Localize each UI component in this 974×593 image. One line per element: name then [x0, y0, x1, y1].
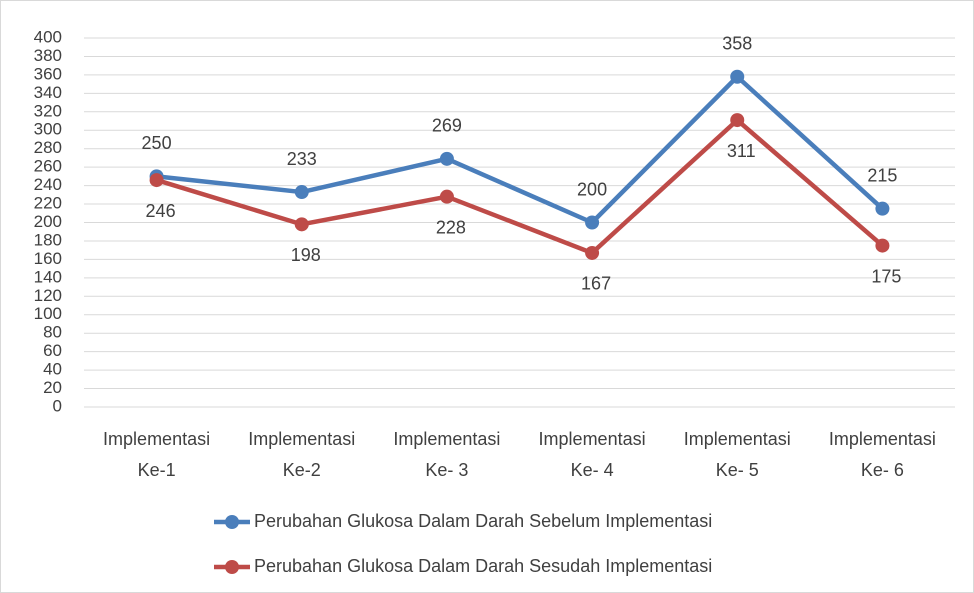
y-tick-label: 100	[34, 304, 62, 323]
data-label: 269	[432, 116, 462, 136]
y-tick-label: 80	[43, 323, 62, 342]
y-tick-label: 280	[34, 138, 62, 157]
data-label: 358	[722, 33, 752, 53]
data-point	[585, 216, 599, 230]
data-label: 311	[727, 141, 756, 161]
data-point	[730, 70, 744, 84]
data-point	[150, 173, 164, 187]
y-tick-label: 180	[34, 230, 62, 249]
data-label: 215	[867, 165, 897, 185]
y-tick-label: 20	[43, 378, 62, 397]
y-tick-label: 60	[43, 341, 62, 360]
data-label: 167	[581, 274, 611, 294]
data-point	[585, 246, 599, 260]
y-tick-label: 340	[34, 83, 62, 102]
y-tick-label: 200	[34, 212, 62, 231]
y-tick-label: 0	[53, 396, 62, 415]
data-label: 246	[146, 201, 176, 221]
y-tick-label: 120	[34, 286, 62, 305]
y-tick-label: 160	[34, 249, 62, 268]
y-tick-label: 40	[43, 360, 62, 379]
chart: 0204060801001201401601802002202402602803…	[0, 0, 974, 593]
data-point	[440, 190, 454, 204]
page: {"chart_data": {"type": "line", "categor…	[0, 0, 974, 593]
data-point	[440, 152, 454, 166]
y-tick-label: 240	[34, 175, 62, 194]
y-tick-label: 400	[34, 27, 62, 46]
data-label: 233	[287, 149, 317, 169]
data-label: 175	[871, 266, 901, 286]
y-tick-label: 300	[34, 120, 62, 139]
y-tick-label: 260	[34, 157, 62, 176]
y-tick-label: 380	[34, 46, 62, 65]
data-point	[295, 217, 309, 231]
y-tick-label: 220	[34, 194, 62, 213]
legend-marker	[225, 560, 239, 574]
data-point	[730, 113, 744, 127]
y-tick-label: 320	[34, 101, 62, 120]
data-label: 250	[142, 133, 172, 153]
data-label: 228	[436, 217, 466, 237]
y-tick-label: 140	[34, 267, 62, 286]
data-point	[875, 202, 889, 216]
legend-label: Perubahan Glukosa Dalam Darah Sebelum Im…	[254, 511, 712, 531]
data-label: 200	[577, 179, 607, 199]
y-tick-label: 360	[34, 64, 62, 83]
data-label: 198	[291, 245, 321, 265]
data-point	[295, 185, 309, 199]
legend-label: Perubahan Glukosa Dalam Darah Sesudah Im…	[254, 556, 712, 576]
data-point	[875, 239, 889, 253]
legend-marker	[225, 515, 239, 529]
